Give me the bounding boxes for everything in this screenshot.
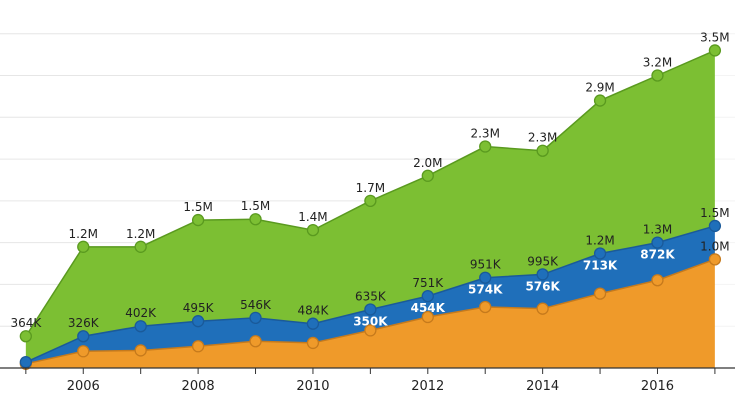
data-label: 2.3M: [528, 131, 557, 145]
inner-data-label: 350K: [353, 315, 388, 329]
x-tick-label: 2016: [641, 379, 674, 394]
data-point[interactable]: [306, 336, 320, 350]
data-label: 1.2M: [69, 227, 98, 241]
data-point[interactable]: [651, 236, 664, 249]
data-label: 1.3M: [643, 223, 672, 237]
data-label: 326K: [68, 316, 100, 330]
series-area-2: [25, 225, 715, 364]
data-label: 951K: [470, 258, 502, 272]
x-tick-label: 2006: [67, 379, 100, 394]
data-label: 1.5M: [183, 200, 212, 214]
data-point[interactable]: [77, 240, 90, 253]
data-point[interactable]: [249, 335, 262, 348]
data-point[interactable]: [364, 194, 377, 208]
data-point[interactable]: [134, 240, 147, 253]
data-point[interactable]: [191, 340, 205, 353]
data-point[interactable]: [134, 344, 147, 357]
data-label: 495K: [183, 301, 215, 315]
data-label: 1.5M: [700, 206, 729, 220]
data-point[interactable]: [19, 355, 32, 369]
data-label: 995K: [527, 254, 559, 268]
data-point[interactable]: [134, 320, 147, 333]
data-label: 751K: [412, 276, 444, 290]
data-point[interactable]: [364, 303, 377, 316]
inner-data-label: 576K: [525, 279, 560, 293]
data-points: [19, 44, 722, 370]
data-point[interactable]: [191, 213, 205, 227]
data-label: 1.2M: [585, 234, 614, 248]
data-point[interactable]: [306, 317, 320, 330]
data-point[interactable]: [77, 330, 90, 343]
x-axis: 2006 2008 2010 2012 2014 2016: [0, 367, 735, 394]
data-point[interactable]: [708, 253, 722, 266]
x-tick-label: 2010: [296, 379, 329, 394]
data-label: 635K: [355, 290, 387, 304]
inner-data-label: 713K: [583, 259, 618, 273]
data-point[interactable]: [19, 330, 32, 343]
data-point[interactable]: [593, 94, 607, 107]
data-point[interactable]: [593, 247, 607, 260]
data-label: 546K: [240, 298, 272, 312]
data-point[interactable]: [77, 345, 90, 358]
data-point[interactable]: [536, 268, 549, 281]
data-point[interactable]: [536, 144, 549, 157]
x-tick-label: 2012: [411, 379, 444, 394]
data-label: 1.5M: [241, 199, 270, 213]
inner-data-label: 574K: [468, 283, 503, 297]
data-point[interactable]: [421, 289, 434, 303]
data-point[interactable]: [479, 140, 492, 153]
data-label: 2.0M: [413, 156, 442, 170]
data-point[interactable]: [364, 324, 377, 337]
data-label: 1.0M: [700, 239, 729, 253]
data-labels: 1.0M 326K 402K 495K 546K 484K 635K 751K 951K 995K…: [10, 30, 729, 330]
projection-fade: [714, 0, 735, 368]
data-point[interactable]: [593, 287, 607, 300]
data-point[interactable]: [651, 69, 664, 82]
data-point[interactable]: [421, 310, 434, 324]
data-label: 402K: [125, 306, 157, 320]
data-point[interactable]: [421, 169, 434, 182]
x-tick-label: 2014: [526, 379, 559, 394]
data-label: 3.5M: [700, 30, 729, 44]
data-point[interactable]: [479, 300, 492, 314]
series-area-1: [25, 259, 715, 368]
data-label: 484K: [298, 304, 330, 318]
data-label: 1.2M: [126, 227, 155, 241]
data-label: 3.2M: [643, 56, 672, 70]
data-label: 2.9M: [585, 81, 614, 95]
data-point[interactable]: [249, 213, 262, 226]
data-point[interactable]: [536, 302, 549, 315]
data-label: 2.3M: [470, 127, 499, 141]
inner-data-label: 454K: [411, 301, 446, 315]
data-label: 364K: [10, 316, 42, 330]
data-point[interactable]: [479, 271, 492, 284]
data-point[interactable]: [191, 315, 205, 328]
data-point[interactable]: [708, 219, 722, 233]
data-point[interactable]: [651, 274, 664, 287]
x-tick-label: 2008: [182, 379, 215, 394]
data-point[interactable]: [306, 223, 320, 237]
data-point[interactable]: [708, 44, 722, 57]
data-label: 1.4M: [298, 210, 327, 224]
inner-data-label: 872K: [640, 248, 675, 262]
data-label: 1.7M: [356, 181, 385, 195]
data-point[interactable]: [249, 311, 262, 325]
